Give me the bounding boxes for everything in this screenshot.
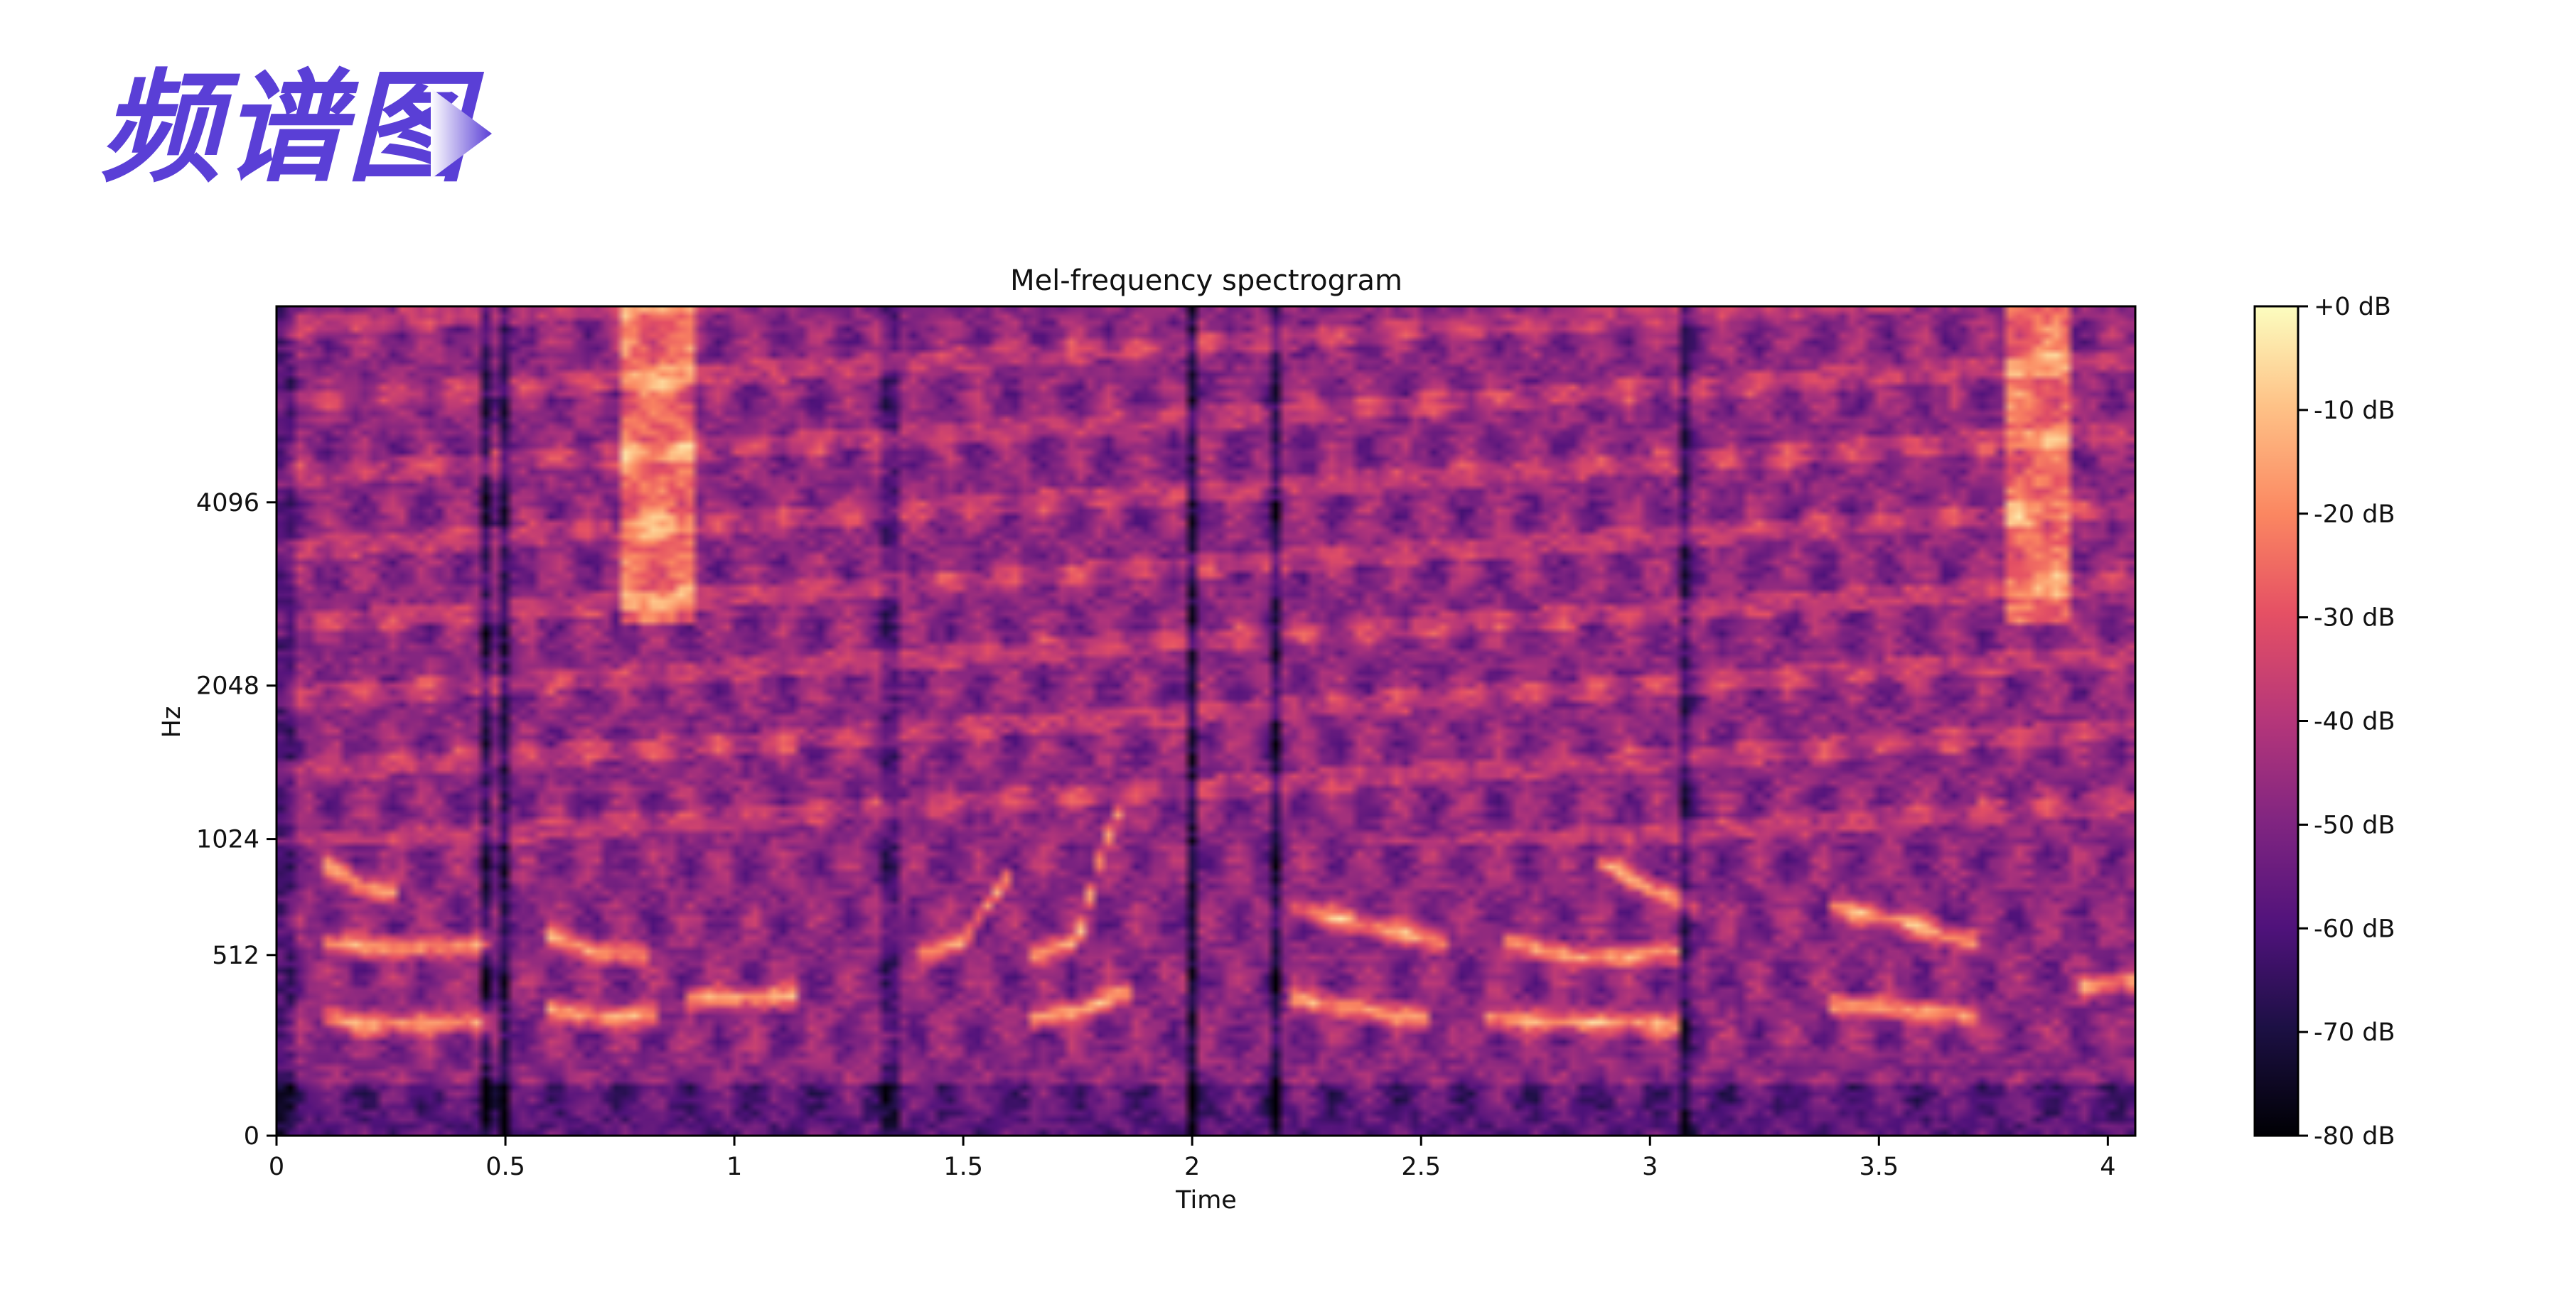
spectrogram-image <box>277 306 2135 1136</box>
plot-frame <box>275 305 2137 1137</box>
x-tick-label: 0 <box>269 1153 284 1181</box>
x-tick-label: 0.5 <box>485 1153 525 1181</box>
colorbar-tick-label: -60 dB <box>2314 915 2395 943</box>
colorbar-tick-label: -30 dB <box>2314 604 2395 633</box>
x-tick-label: 1.5 <box>943 1153 983 1181</box>
x-tick-label: 3 <box>1642 1153 1658 1181</box>
y-tick-label: 4096 <box>196 489 259 517</box>
x-axis-label: Time <box>1175 1186 1237 1215</box>
x-axis-ticks: 0 0.5 1 1.5 2 2.5 3 3.5 4 <box>269 1136 2115 1181</box>
colorbar-tick-label: -50 dB <box>2314 811 2395 839</box>
colorbar-tick-label: -40 dB <box>2314 708 2395 736</box>
spectrogram-heatmap <box>277 306 2135 1136</box>
colorbar-tick-label: -70 dB <box>2314 1018 2395 1047</box>
x-tick-label: 4 <box>2100 1153 2115 1181</box>
colorbar-tick-label: -20 dB <box>2314 500 2395 529</box>
y-tick-label: 0 <box>244 1122 259 1151</box>
y-tick-label: 512 <box>212 942 259 970</box>
slide-title: 频谱图 <box>100 58 471 199</box>
y-tick-label: 1024 <box>196 826 259 854</box>
chart-title: Mel-frequency spectrogram <box>1010 264 1402 297</box>
y-axis-ticks: 0 512 1024 2048 4096 <box>196 489 277 1151</box>
x-tick-label: 1 <box>726 1153 742 1181</box>
colorbar-tick-label: +0 dB <box>2314 293 2391 321</box>
x-tick-label: 2 <box>1184 1153 1200 1181</box>
colorbar-ticks: +0 dB -10 dB -20 dB -30 dB -40 dB -50 dB -60 d… <box>2298 293 2395 1151</box>
y-tick-label: 2048 <box>196 672 259 701</box>
colorbar-tick-label: -80 dB <box>2314 1122 2395 1151</box>
x-tick-label: 2.5 <box>1401 1153 1441 1181</box>
colorbar <box>2253 305 2299 1137</box>
play-arrow-icon <box>431 88 492 179</box>
y-axis-label: Hz <box>158 706 186 738</box>
colorbar-tick-label: -10 dB <box>2314 397 2395 425</box>
x-tick-label: 3.5 <box>1859 1153 1899 1181</box>
